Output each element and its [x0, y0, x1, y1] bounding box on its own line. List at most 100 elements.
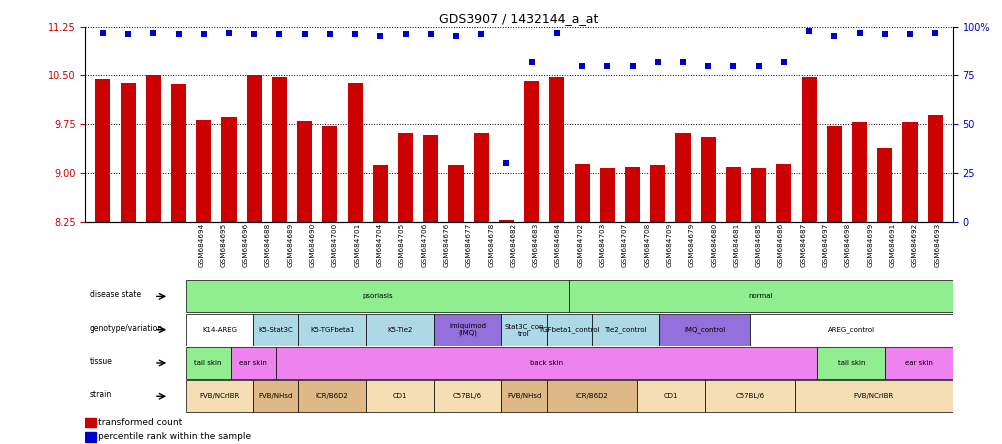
- Text: FVB/NCrIBR: FVB/NCrIBR: [199, 393, 239, 399]
- Bar: [95, 79, 110, 222]
- Bar: [398, 133, 413, 222]
- Text: GSM684682: GSM684682: [510, 223, 516, 267]
- Bar: [501, 380, 546, 412]
- Text: GSM684705: GSM684705: [399, 223, 405, 267]
- Bar: [826, 126, 841, 222]
- Text: GSM684688: GSM684688: [265, 223, 271, 267]
- Point: [120, 31, 136, 38]
- Text: GSM684691: GSM684691: [889, 223, 895, 267]
- Bar: [221, 116, 236, 222]
- Text: K5-Stat3C: K5-Stat3C: [259, 327, 293, 333]
- Text: ICR/B6D2: ICR/B6D2: [575, 393, 607, 399]
- Text: GSM684684: GSM684684: [554, 223, 560, 267]
- Text: GSM684678: GSM684678: [488, 223, 494, 267]
- Text: transformed count: transformed count: [98, 418, 182, 427]
- Bar: [433, 313, 501, 345]
- Point: [624, 62, 640, 69]
- Bar: [170, 84, 186, 222]
- Point: [749, 62, 766, 69]
- Bar: [750, 168, 766, 222]
- Bar: [674, 133, 689, 222]
- Text: GSM684693: GSM684693: [933, 223, 939, 267]
- Text: GSM684681: GSM684681: [732, 223, 738, 267]
- Bar: [185, 313, 253, 345]
- Point: [876, 31, 892, 38]
- Text: GSM684683: GSM684683: [532, 223, 538, 267]
- Text: back skin: back skin: [529, 360, 563, 366]
- Bar: [246, 75, 262, 222]
- Bar: [366, 313, 433, 345]
- Point: [776, 58, 792, 65]
- Text: GSM684680: GSM684680: [710, 223, 716, 267]
- Bar: [253, 313, 299, 345]
- Text: CD1: CD1: [663, 393, 677, 399]
- Bar: [700, 137, 715, 222]
- Bar: [851, 123, 867, 222]
- Bar: [636, 380, 703, 412]
- Text: GSM684702: GSM684702: [577, 223, 583, 267]
- Bar: [196, 120, 211, 222]
- Point: [220, 29, 236, 36]
- Text: GSM684695: GSM684695: [220, 223, 226, 267]
- Bar: [649, 165, 664, 222]
- Point: [901, 31, 917, 38]
- Bar: [85, 417, 95, 427]
- Point: [926, 29, 942, 36]
- Bar: [776, 164, 791, 222]
- Bar: [297, 121, 312, 222]
- Bar: [230, 347, 276, 379]
- Text: GSM684706: GSM684706: [421, 223, 427, 267]
- Point: [674, 58, 690, 65]
- Bar: [272, 77, 287, 222]
- Bar: [299, 313, 366, 345]
- Text: GSM684686: GSM684686: [778, 223, 784, 267]
- Bar: [373, 165, 388, 222]
- Text: GSM684692: GSM684692: [911, 223, 917, 267]
- Bar: [877, 148, 892, 222]
- Text: tail skin: tail skin: [837, 360, 864, 366]
- Bar: [276, 347, 817, 379]
- Point: [170, 31, 186, 38]
- Point: [195, 31, 211, 38]
- Bar: [498, 220, 513, 222]
- Bar: [473, 133, 488, 222]
- Text: percentile rank within the sample: percentile rank within the sample: [98, 432, 252, 441]
- Point: [826, 33, 842, 40]
- Bar: [591, 313, 659, 345]
- Bar: [524, 81, 539, 222]
- Text: disease state: disease state: [90, 290, 141, 299]
- Bar: [348, 83, 363, 222]
- Bar: [725, 167, 740, 222]
- Bar: [423, 135, 438, 222]
- Text: GSM684677: GSM684677: [465, 223, 471, 267]
- Text: genotype/variation: genotype/variation: [90, 324, 163, 333]
- Bar: [927, 115, 942, 222]
- Text: C57BL/6: C57BL/6: [734, 393, 764, 399]
- Text: GSM684689: GSM684689: [288, 223, 294, 267]
- Bar: [501, 313, 546, 345]
- Text: GSM684700: GSM684700: [332, 223, 338, 267]
- Text: tissue: tissue: [90, 357, 113, 366]
- Point: [322, 31, 338, 38]
- Point: [297, 31, 313, 38]
- Text: normal: normal: [748, 293, 773, 299]
- Text: strain: strain: [90, 390, 112, 399]
- Point: [372, 33, 388, 40]
- Bar: [185, 347, 230, 379]
- Text: CD1: CD1: [393, 393, 407, 399]
- Bar: [885, 347, 952, 379]
- Point: [498, 160, 514, 167]
- Point: [422, 31, 438, 38]
- Bar: [569, 281, 952, 313]
- Point: [448, 33, 464, 40]
- Bar: [546, 313, 591, 345]
- Text: GSM684685: GSM684685: [756, 223, 762, 267]
- Point: [473, 31, 489, 38]
- Point: [95, 29, 111, 36]
- Text: TGFbeta1_control: TGFbeta1_control: [538, 326, 599, 333]
- Text: ICR/B6D2: ICR/B6D2: [316, 393, 349, 399]
- Bar: [624, 166, 639, 222]
- Bar: [85, 432, 95, 441]
- Text: FVB/NHsd: FVB/NHsd: [259, 393, 293, 399]
- Point: [649, 58, 665, 65]
